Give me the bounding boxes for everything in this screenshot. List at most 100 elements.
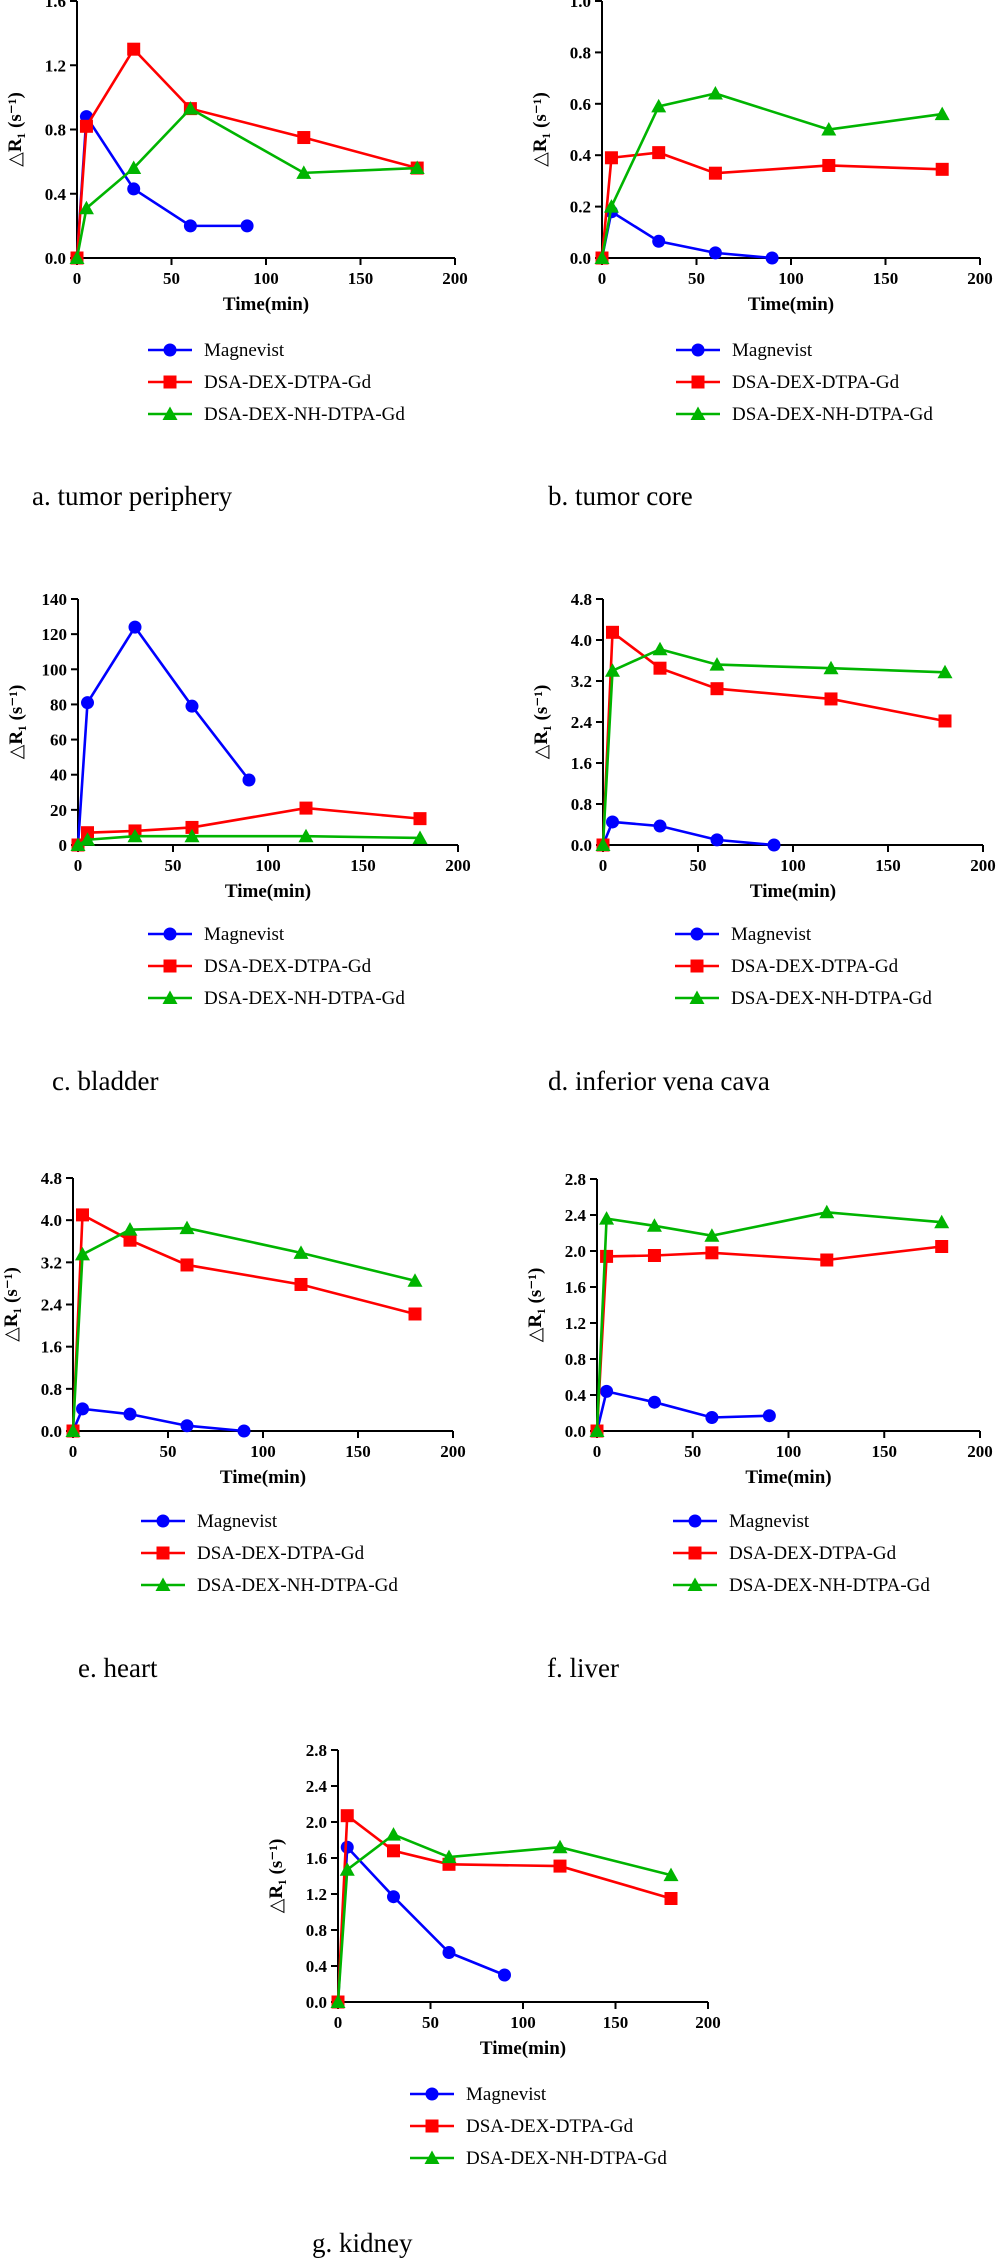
data-point-dsa-dex-nh-dtpa-gd	[934, 1214, 950, 1229]
data-point-dsa-dex-dtpa-gd	[79, 119, 93, 133]
x-tick-label: 100	[510, 2013, 536, 2032]
legend-label: DSA-DEX-NH-DTPA-Gd	[466, 2148, 667, 2169]
y-tick-label: 100	[42, 660, 68, 679]
y-axis-label: △R₁ (s⁻¹)	[530, 92, 551, 167]
legend-marker	[155, 1577, 171, 1591]
data-point-dsa-dex-nh-dtpa-gd	[594, 250, 610, 264]
data-point-dsa-dex-nh-dtpa-gd	[184, 828, 200, 843]
y-tick-label: 2.0	[306, 1813, 327, 1832]
data-point-magnevist	[710, 833, 724, 847]
series-line-dsa-dex-dtpa-gd	[336, 1813, 672, 2003]
data-point-magnevist	[123, 1407, 137, 1421]
legend-label: DSA-DEX-NH-DTPA-Gd	[197, 1575, 398, 1596]
x-tick-label: 150	[603, 2013, 629, 2032]
data-point-magnevist	[185, 699, 199, 713]
legend-label: DSA-DEX-DTPA-Gd	[731, 956, 899, 977]
data-point-dsa-dex-nh-dtpa-gd	[605, 663, 620, 677]
data-point-magnevist	[240, 219, 254, 233]
series-line-magnevist	[595, 1389, 770, 1432]
y-tick-label: 0.8	[41, 1380, 62, 1399]
series-line-dsa-dex-nh-dtpa-gd	[75, 106, 418, 259]
data-point-dsa-dex-nh-dtpa-gd	[407, 1273, 423, 1287]
series-line-magnevist	[601, 820, 775, 847]
data-point-dsa-dex-dtpa-gd	[185, 820, 199, 834]
data-point-magnevist	[387, 1890, 400, 1904]
panel-caption: c. bladder	[52, 1066, 158, 1096]
data-point-dsa-dex-dtpa-gd	[76, 1208, 89, 1222]
data-point-dsa-dex-nh-dtpa-gd	[441, 1849, 457, 1864]
data-point-dsa-dex-dtpa-gd	[408, 1307, 422, 1321]
x-tick-label: 150	[345, 1442, 371, 1461]
legend-label: Magnevist	[197, 1511, 278, 1532]
data-point-dsa-dex-dtpa-gd	[935, 162, 949, 176]
legend-label: Magnevist	[204, 924, 285, 945]
legend-label: DSA-DEX-DTPA-Gd	[466, 2116, 634, 2137]
data-point-dsa-dex-dtpa-gd	[387, 1844, 400, 1858]
legend-marker	[688, 1546, 702, 1560]
x-tick-label: 0	[598, 269, 607, 288]
data-point-dsa-dex-nh-dtpa-gd	[603, 199, 619, 213]
legend-marker	[163, 959, 177, 973]
data-point-magnevist	[606, 815, 619, 829]
panel-caption: e. heart	[78, 1653, 158, 1683]
legend-marker	[163, 375, 177, 389]
y-tick-label: 3.2	[41, 1253, 62, 1272]
series-line-dsa-dex-nh-dtpa-gd	[336, 1833, 672, 2003]
legend-label: DSA-DEX-DTPA-Gd	[732, 372, 900, 393]
legend-label: Magnevist	[732, 340, 813, 361]
data-point-magnevist	[442, 1946, 456, 1959]
y-tick-label: 0.4	[570, 146, 592, 165]
y-axis-label: △R₁ (s⁻¹)	[525, 1268, 546, 1343]
y-axis-label: △R₁ (s⁻¹)	[266, 1839, 287, 1914]
x-tick-label: 200	[695, 2013, 721, 2032]
data-point-dsa-dex-dtpa-gd	[553, 1859, 567, 1873]
x-tick-label: 50	[690, 856, 707, 875]
y-tick-label: 1.6	[306, 1849, 327, 1868]
legend-label: DSA-DEX-NH-DTPA-Gd	[731, 988, 932, 1009]
y-tick-label: 1.0	[570, 0, 591, 11]
data-point-dsa-dex-dtpa-gd	[820, 1253, 834, 1267]
legend-marker	[156, 1514, 170, 1528]
data-point-dsa-dex-nh-dtpa-gd	[709, 657, 725, 671]
series-line-dsa-dex-dtpa-gd	[595, 1245, 942, 1432]
data-point-dsa-dex-nh-dtpa-gd	[296, 165, 312, 179]
x-tick-label: 50	[163, 269, 180, 288]
y-tick-label: 0.4	[306, 1957, 328, 1976]
series-line-dsa-dex-nh-dtpa-gd	[595, 1210, 942, 1432]
data-point-dsa-dex-nh-dtpa-gd	[821, 122, 837, 136]
data-point-dsa-dex-nh-dtpa-gd	[819, 1204, 835, 1219]
y-tick-label: 2.8	[565, 1170, 586, 1189]
data-point-magnevist	[653, 819, 667, 833]
data-point-dsa-dex-dtpa-gd	[600, 1249, 614, 1263]
data-point-dsa-dex-nh-dtpa-gd	[652, 641, 668, 656]
data-point-dsa-dex-nh-dtpa-gd	[75, 1246, 90, 1261]
series-line-dsa-dex-nh-dtpa-gd	[600, 92, 943, 259]
data-point-dsa-dex-dtpa-gd	[604, 151, 618, 165]
y-tick-label: 1.6	[565, 1278, 586, 1297]
y-tick-label: 1.6	[45, 0, 66, 11]
legend-label: Magnevist	[729, 1511, 810, 1532]
y-tick-label: 0.0	[306, 1993, 327, 2012]
x-axis-label: Time(min)	[480, 2038, 566, 2059]
data-point-dsa-dex-dtpa-gd	[935, 1240, 949, 1253]
y-axis-label: △R₁ (s⁻¹)	[6, 685, 27, 760]
x-tick-label: 150	[872, 1442, 898, 1461]
y-tick-label: 1.2	[306, 1885, 327, 1904]
legend-marker	[163, 927, 177, 941]
x-tick-label: 0	[334, 2013, 343, 2032]
data-point-dsa-dex-nh-dtpa-gd	[127, 828, 143, 843]
y-axis-label: △R₁ (s⁻¹)	[1, 1267, 22, 1342]
x-tick-label: 200	[445, 856, 471, 875]
data-point-magnevist	[600, 1384, 614, 1398]
data-point-dsa-dex-dtpa-gd	[180, 1258, 194, 1272]
data-point-dsa-dex-nh-dtpa-gd	[589, 1423, 605, 1437]
legend-marker	[691, 343, 705, 357]
data-point-dsa-dex-dtpa-gd	[664, 1892, 678, 1905]
data-point-dsa-dex-dtpa-gd	[822, 158, 836, 172]
chart-panel-1: 0 50 100 150 200 0.0 0.4 0.8 1.2 1.6 Time(min) △R₁ …	[5, 0, 468, 511]
series-line-dsa-dex-dtpa-gd	[600, 151, 943, 259]
legend-label: DSA-DEX-DTPA-Gd	[197, 1543, 365, 1564]
y-tick-label: 2.4	[571, 713, 593, 732]
data-point-dsa-dex-nh-dtpa-gd	[599, 1211, 615, 1225]
